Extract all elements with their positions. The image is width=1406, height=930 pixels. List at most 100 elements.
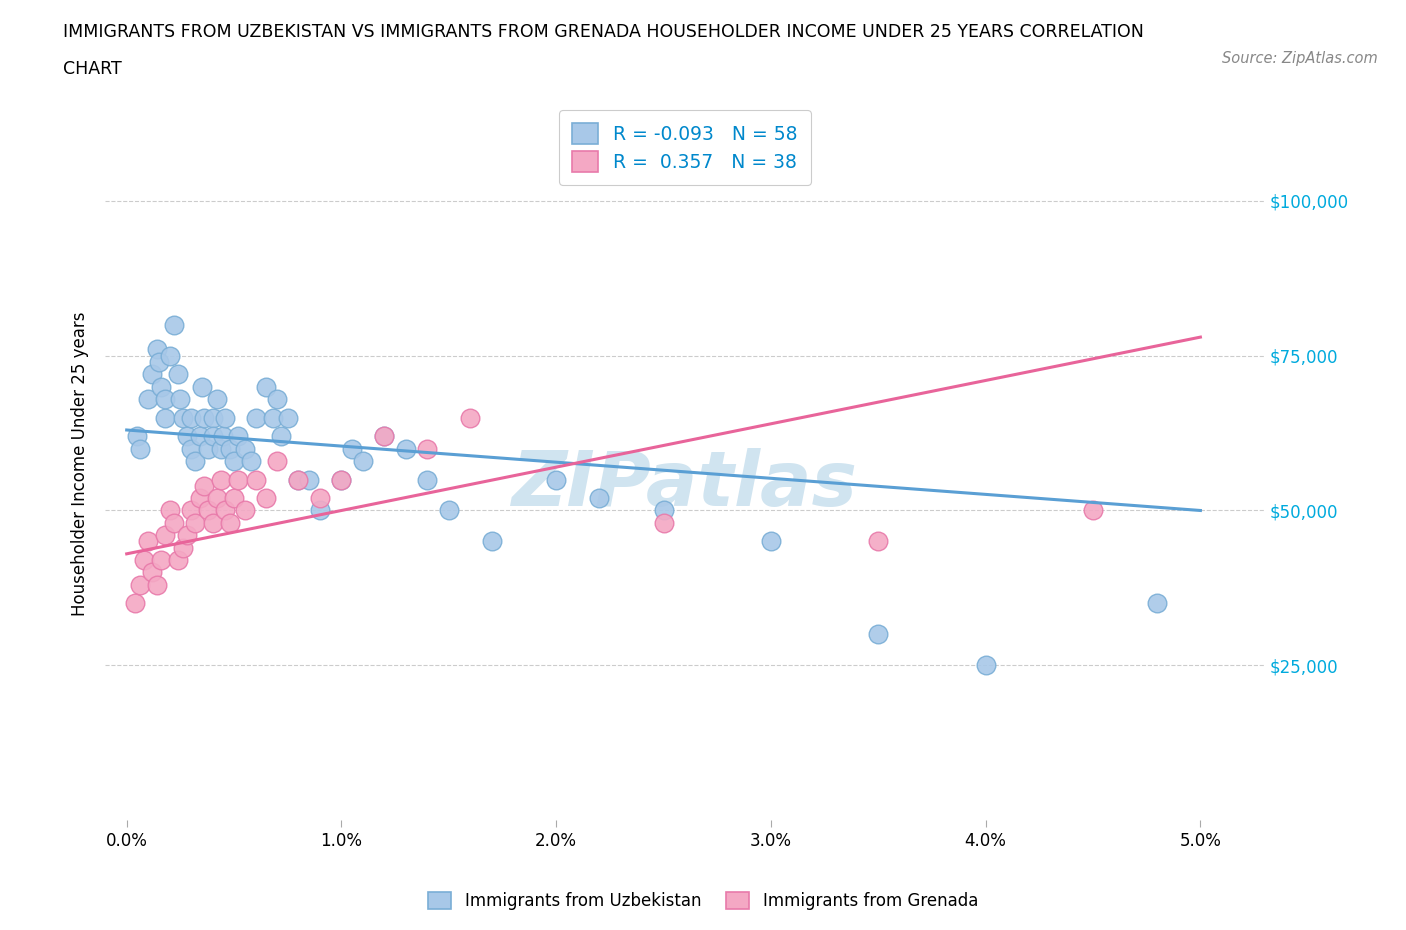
Point	[228, 429, 250, 444]
Point	[150, 552, 173, 567]
Point	[124, 596, 146, 611]
Point	[1081, 503, 1104, 518]
Point	[218, 515, 240, 530]
Point	[167, 552, 190, 567]
Point	[145, 342, 167, 357]
Point	[868, 627, 890, 642]
Point	[201, 429, 224, 444]
Point	[240, 454, 263, 469]
Point	[155, 392, 177, 406]
Point	[222, 491, 245, 506]
Point	[132, 552, 155, 567]
Text: ZIPatlas: ZIPatlas	[512, 448, 858, 523]
Point	[141, 565, 163, 579]
Point	[546, 472, 568, 487]
Point	[128, 441, 150, 456]
Point	[287, 472, 309, 487]
Point	[172, 540, 194, 555]
Point	[188, 491, 211, 506]
Point	[128, 578, 150, 592]
Point	[176, 429, 198, 444]
Point	[254, 379, 277, 394]
Point	[373, 429, 395, 444]
Point	[188, 429, 211, 444]
Text: IMMIGRANTS FROM UZBEKISTAN VS IMMIGRANTS FROM GRENADA HOUSEHOLDER INCOME UNDER 2: IMMIGRANTS FROM UZBEKISTAN VS IMMIGRANTS…	[63, 23, 1144, 41]
Point	[141, 366, 163, 381]
Point	[184, 515, 207, 530]
Point	[254, 491, 277, 506]
Point	[136, 534, 159, 549]
Legend: R = -0.093   N = 58, R =  0.357   N = 38: R = -0.093 N = 58, R = 0.357 N = 38	[560, 111, 811, 185]
Point	[340, 441, 363, 456]
Point	[373, 429, 395, 444]
Point	[652, 515, 675, 530]
Point	[184, 454, 207, 469]
Point	[193, 410, 215, 425]
Point	[212, 429, 235, 444]
Text: Source: ZipAtlas.com: Source: ZipAtlas.com	[1222, 51, 1378, 66]
Point	[193, 478, 215, 493]
Point	[309, 503, 332, 518]
Point	[209, 441, 232, 456]
Point	[588, 491, 610, 506]
Point	[277, 410, 299, 425]
Point	[205, 491, 228, 506]
Y-axis label: Householder Income Under 25 years: Householder Income Under 25 years	[72, 312, 89, 617]
Point	[163, 317, 186, 332]
Point	[245, 472, 267, 487]
Point	[222, 454, 245, 469]
Point	[148, 354, 170, 369]
Point	[150, 379, 173, 394]
Point	[205, 392, 228, 406]
Point	[201, 410, 224, 425]
Point	[868, 534, 890, 549]
Legend: Immigrants from Uzbekistan, Immigrants from Grenada: Immigrants from Uzbekistan, Immigrants f…	[422, 885, 984, 917]
Text: CHART: CHART	[63, 60, 122, 78]
Point	[228, 472, 250, 487]
Point	[395, 441, 418, 456]
Point	[309, 491, 332, 506]
Point	[191, 379, 214, 394]
Point	[759, 534, 782, 549]
Point	[145, 578, 167, 592]
Point	[266, 454, 288, 469]
Point	[167, 366, 190, 381]
Point	[287, 472, 309, 487]
Point	[127, 429, 149, 444]
Point	[176, 528, 198, 543]
Point	[974, 658, 997, 672]
Point	[330, 472, 353, 487]
Point	[180, 410, 202, 425]
Point	[266, 392, 288, 406]
Point	[163, 515, 186, 530]
Point	[218, 441, 240, 456]
Point	[262, 410, 284, 425]
Point	[233, 441, 256, 456]
Point	[214, 503, 236, 518]
Point	[481, 534, 503, 549]
Point	[201, 515, 224, 530]
Point	[180, 441, 202, 456]
Point	[155, 410, 177, 425]
Point	[458, 410, 481, 425]
Point	[330, 472, 353, 487]
Point	[652, 144, 675, 159]
Point	[245, 410, 267, 425]
Point	[209, 472, 232, 487]
Point	[416, 472, 439, 487]
Point	[270, 429, 292, 444]
Point	[652, 503, 675, 518]
Point	[437, 503, 460, 518]
Point	[352, 454, 374, 469]
Point	[169, 392, 191, 406]
Point	[233, 503, 256, 518]
Point	[197, 441, 219, 456]
Point	[136, 392, 159, 406]
Point	[180, 503, 202, 518]
Point	[416, 441, 439, 456]
Point	[159, 348, 181, 363]
Point	[214, 410, 236, 425]
Point	[298, 472, 321, 487]
Point	[197, 503, 219, 518]
Point	[172, 410, 194, 425]
